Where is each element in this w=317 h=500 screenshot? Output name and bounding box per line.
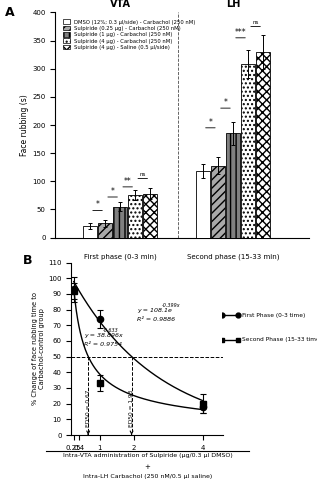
Text: Intra-VTA administration of Sulpiride (μg/0.3 μl DMSO): Intra-VTA administration of Sulpiride (μ… xyxy=(62,452,232,458)
Text: ED50 = 0.67: ED50 = 0.67 xyxy=(86,390,91,427)
Bar xyxy=(83,226,97,237)
Text: Second Phase (15-33 time): Second Phase (15-33 time) xyxy=(242,338,317,342)
Legend: DMSO (12%; 0.3 μl/side) - Carbachol (250 nM), Sulpiride (0.25 μg) - Carbachol (2: DMSO (12%; 0.3 μl/side) - Carbachol (250… xyxy=(61,18,198,52)
Text: *: * xyxy=(111,187,114,196)
Bar xyxy=(196,171,210,237)
Text: **: ** xyxy=(124,177,132,186)
Text: ns: ns xyxy=(139,172,146,178)
Text: ***: *** xyxy=(235,28,246,36)
Text: ns: ns xyxy=(252,20,259,25)
Text: y = 38.896x: y = 38.896x xyxy=(84,333,123,338)
Bar xyxy=(143,194,157,238)
Text: Intra-LH Carbachol (250 nM/0.5 μl saline): Intra-LH Carbachol (250 nM/0.5 μl saline… xyxy=(83,474,212,479)
Text: R² = 0.9754: R² = 0.9754 xyxy=(84,342,123,347)
Text: B: B xyxy=(23,254,32,267)
Text: *: * xyxy=(96,200,100,209)
Text: First phase (0-3 min): First phase (0-3 min) xyxy=(84,253,157,260)
Text: ED50 = 1.93: ED50 = 1.93 xyxy=(129,390,134,427)
Bar xyxy=(256,52,270,238)
Text: R² = 0.9886: R² = 0.9886 xyxy=(138,317,176,322)
Y-axis label: % Change of face rubbing time to
Carbachol-control group: % Change of face rubbing time to Carbach… xyxy=(32,292,45,405)
Text: +: + xyxy=(145,464,150,470)
Text: First Phase (0-3 time): First Phase (0-3 time) xyxy=(242,312,306,318)
Text: y = 108.1e: y = 108.1e xyxy=(138,308,172,312)
Bar xyxy=(128,194,142,238)
Bar xyxy=(211,166,225,238)
Text: *: * xyxy=(209,118,212,126)
Bar xyxy=(241,64,255,238)
Bar xyxy=(226,134,240,238)
Text: LH: LH xyxy=(226,0,240,9)
Text: VTA: VTA xyxy=(110,0,131,9)
Text: -0.633: -0.633 xyxy=(103,328,119,333)
Y-axis label: Face rubbing (s): Face rubbing (s) xyxy=(21,94,29,156)
Bar xyxy=(113,206,127,238)
Bar xyxy=(98,224,112,237)
Text: A: A xyxy=(5,6,14,18)
Text: -0.399x: -0.399x xyxy=(162,303,180,308)
Text: *: * xyxy=(223,98,227,107)
Text: Second phase (15-33 min): Second phase (15-33 min) xyxy=(187,253,279,260)
